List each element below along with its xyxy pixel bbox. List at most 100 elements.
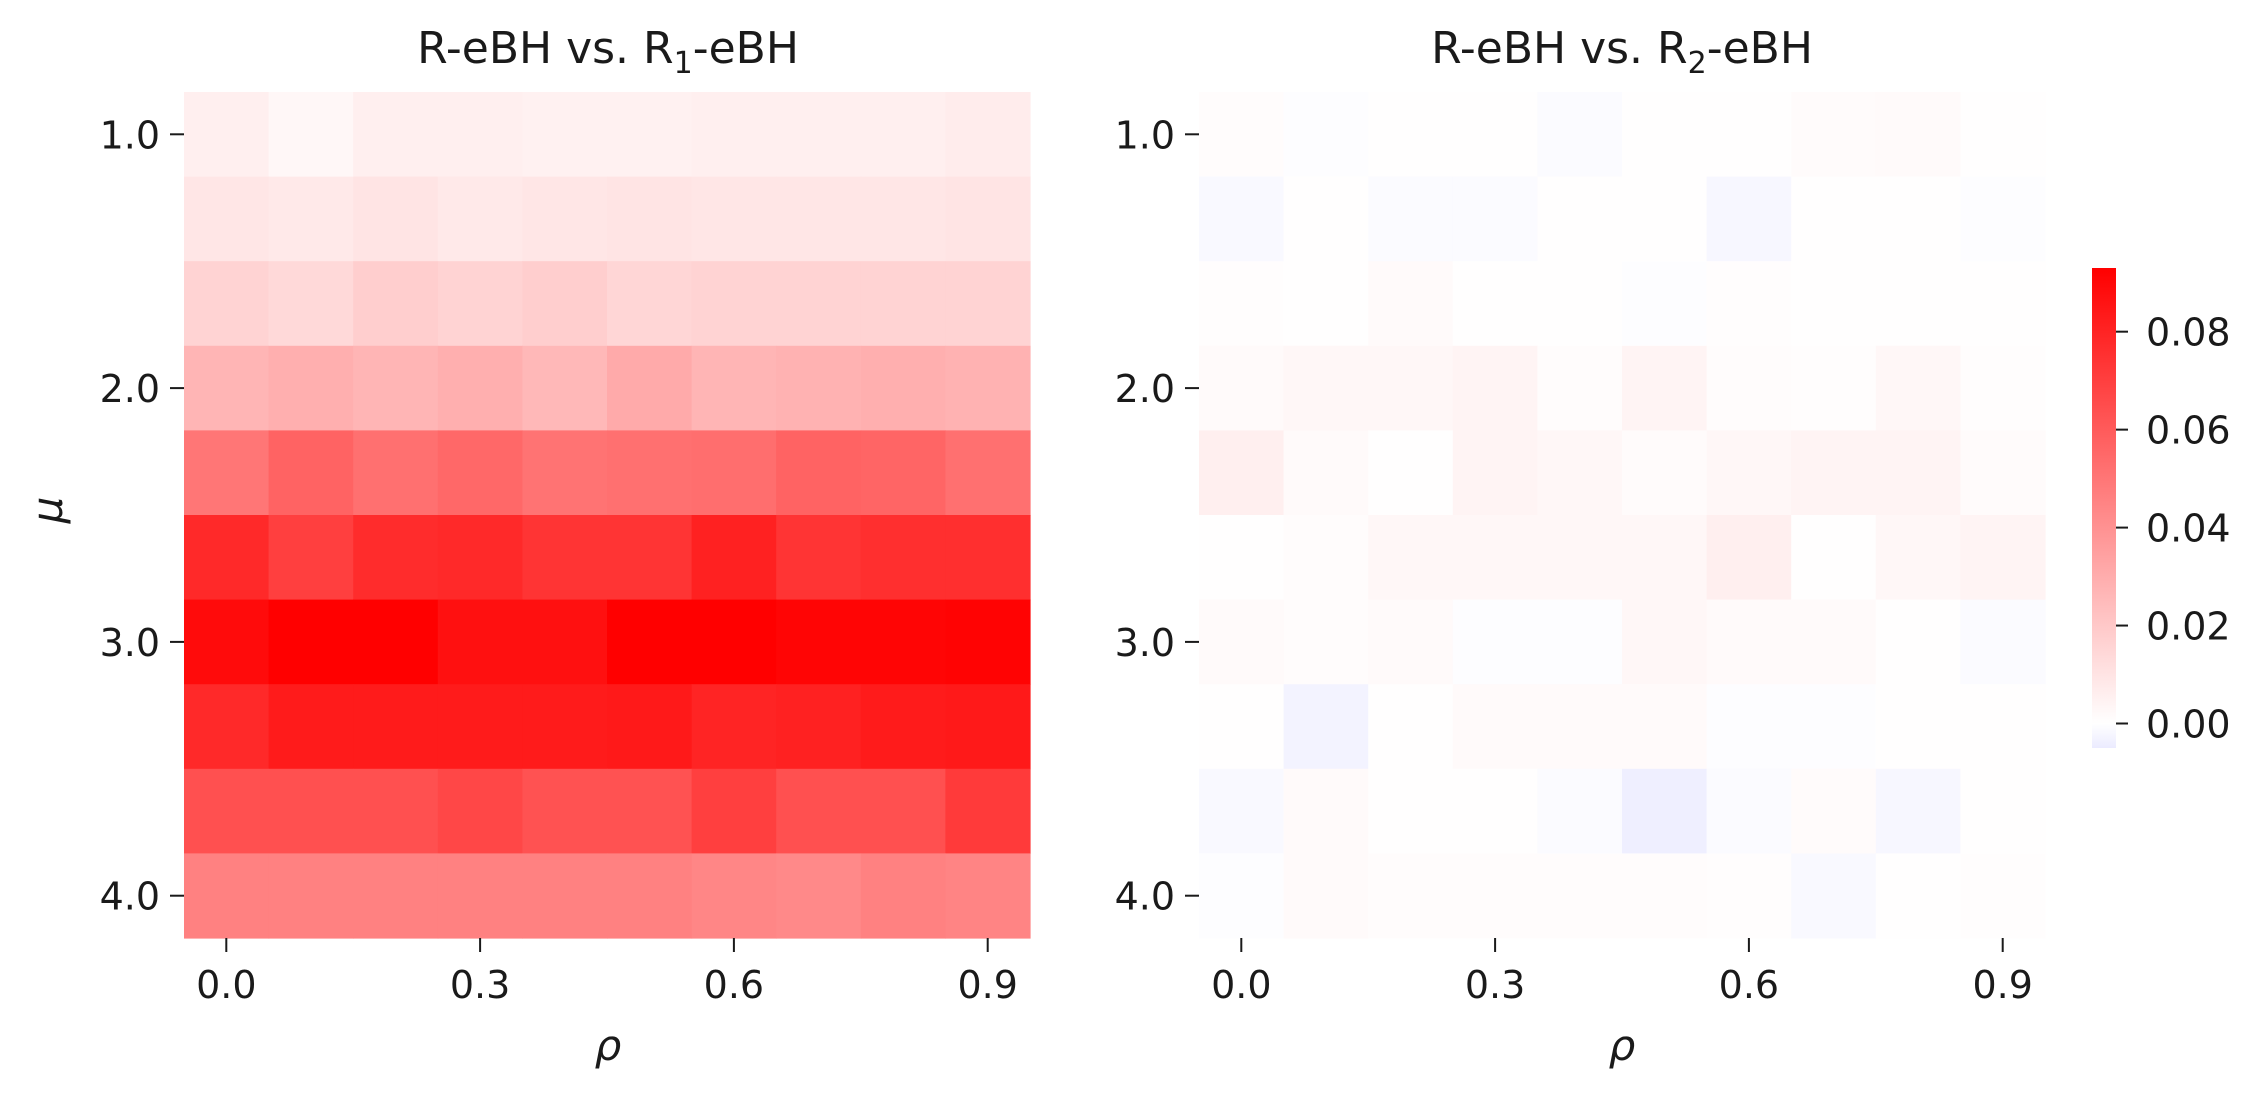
- heatmap-cell-right-r8-c3: [1452, 768, 1538, 854]
- heatmap-cell-right-r2-c8: [1875, 261, 1961, 347]
- heatmap-cell-left-r1-c2: [353, 176, 439, 262]
- heatmap-cell-left-r4-c0: [184, 430, 270, 516]
- chart-title-left: R-eBH vs. R1-eBH: [417, 23, 799, 81]
- heatmap-cell-left-r5-c3: [437, 515, 523, 601]
- heatmap-cell-left-r7-c2: [353, 684, 439, 770]
- heatmap-cell-right-r1-c1: [1283, 176, 1369, 262]
- heatmap-cell-right-r1-c7: [1791, 176, 1877, 262]
- heatmap-cell-right-r2-c4: [1537, 261, 1623, 347]
- heatmap-cell-right-r1-c9: [1960, 176, 2046, 262]
- heatmap-cell-right-r4-c9: [1960, 430, 2046, 516]
- heatmap-cell-right-r0-c0: [1199, 92, 1285, 178]
- heatmap-cell-left-r7-c4: [522, 684, 608, 770]
- heatmap-cell-right-r3-c8: [1875, 345, 1961, 431]
- y-axis-label-left: μ: [23, 497, 72, 525]
- heatmap-cell-left-r3-c2: [353, 345, 439, 431]
- heatmap-cell-right-r0-c5: [1622, 92, 1708, 178]
- heatmap-cell-left-r8-c0: [184, 768, 270, 854]
- heatmap-cell-left-r0-c4: [522, 92, 608, 178]
- heatmap-cell-left-r4-c1: [268, 430, 354, 516]
- heatmap-cell-left-r8-c2: [353, 768, 439, 854]
- heatmap-cell-right-r4-c1: [1283, 430, 1369, 516]
- heatmap-cell-right-r4-c0: [1199, 430, 1285, 516]
- heatmap-cell-left-r2-c3: [437, 261, 523, 347]
- heatmap-cell-left-r6-c2: [353, 599, 439, 685]
- heatmap-cell-left-r0-c7: [776, 92, 862, 178]
- y-tick-label-right: 1.0: [1115, 113, 1175, 157]
- heatmap-cell-left-r8-c1: [268, 768, 354, 854]
- heatmap-cell-right-r0-c9: [1960, 92, 2046, 178]
- y-tick-label-left: 1.0: [100, 113, 160, 157]
- heatmap-cell-left-r5-c0: [184, 515, 270, 601]
- heatmap-cell-left-r0-c1: [268, 92, 354, 178]
- heatmap-cell-right-r5-c6: [1706, 515, 1792, 601]
- y-ticks-left: 1.0 2.0 3.0 4.0: [100, 113, 184, 919]
- heatmap-cell-right-r8-c8: [1875, 768, 1961, 854]
- heatmap-cell-left-r4-c8: [860, 430, 946, 516]
- heatmap-cell-left-r5-c6: [691, 515, 777, 601]
- heatmap-cell-left-r1-c0: [184, 176, 270, 262]
- x-tick-label-right: 0.3: [1465, 963, 1525, 1007]
- heatmap-cell-left-r5-c4: [522, 515, 608, 601]
- heatmap-cell-left-r2-c0: [184, 261, 270, 347]
- heatmap-cell-left-r2-c2: [353, 261, 439, 347]
- heatmap-cell-right-r7-c4: [1537, 684, 1623, 770]
- heatmap-cell-right-r5-c0: [1199, 515, 1285, 601]
- heatmap-cell-left-r1-c4: [522, 176, 608, 262]
- y-tick-label-left: 2.0: [100, 367, 160, 411]
- heatmap-cell-right-r2-c1: [1283, 261, 1369, 347]
- heatmap-cell-left-r4-c6: [691, 430, 777, 516]
- heatmap-panel-left: R-eBH vs. R1-eBH 1.02.03.04.0 0.0 0.3 0.6 0…: [23, 23, 1031, 1070]
- heatmap-cell-right-r2-c2: [1368, 261, 1454, 347]
- heatmap-cell-left-r3-c3: [437, 345, 523, 431]
- heatmap-cell-left-r0-c2: [353, 92, 439, 178]
- heatmap-cell-left-r4-c5: [607, 430, 693, 516]
- heatmap-cell-left-r7-c5: [607, 684, 693, 770]
- heatmap-cell-left-r2-c7: [776, 261, 862, 347]
- heatmap-cell-right-r5-c8: [1875, 515, 1961, 601]
- heatmap-cell-left-r0-c0: [184, 92, 270, 178]
- heatmap-cell-left-r3-c4: [522, 345, 608, 431]
- heatmap-cell-left-r3-c8: [860, 345, 946, 431]
- heatmap-cell-right-r3-c6: [1706, 345, 1792, 431]
- heatmap-cell-right-r8-c5: [1622, 768, 1708, 854]
- heatmap-cell-right-r7-c0: [1199, 684, 1285, 770]
- chart-title-right: R-eBH vs. R2-eBH: [1431, 23, 1813, 81]
- x-ticks-left: 0.0 0.3 0.6 0.9: [196, 938, 1018, 1007]
- x-tick-label-left: 0.0: [196, 963, 256, 1007]
- colorbar-gradient: [2092, 268, 2116, 748]
- heatmap-cell-right-r7-c2: [1368, 684, 1454, 770]
- heatmap-cell-left-r3-c1: [268, 345, 354, 431]
- heatmap-cell-right-r4-c2: [1368, 430, 1454, 516]
- heatmap-cell-right-r3-c0: [1199, 345, 1285, 431]
- heatmap-cell-right-r6-c9: [1960, 599, 2046, 685]
- heatmap-cell-right-r0-c8: [1875, 92, 1961, 178]
- x-tick-label-right: 0.6: [1719, 963, 1779, 1007]
- heatmap-cell-left-r8-c7: [776, 768, 862, 854]
- heatmap-cell-right-r8-c2: [1368, 768, 1454, 854]
- heatmap-cell-right-r1-c8: [1875, 176, 1961, 262]
- heatmap-cell-right-r5-c7: [1791, 515, 1877, 601]
- heatmap-cell-right-r8-c4: [1537, 768, 1623, 854]
- heatmap-cell-left-r5-c7: [776, 515, 862, 601]
- heatmap-cell-right-r0-c6: [1706, 92, 1792, 178]
- heatmap-cell-left-r2-c4: [522, 261, 608, 347]
- heatmap-cell-left-r8-c4: [522, 768, 608, 854]
- heatmap-cell-right-r0-c4: [1537, 92, 1623, 178]
- heatmap-cell-left-r0-c9: [945, 92, 1031, 178]
- heatmap-cell-left-r6-c9: [945, 599, 1031, 685]
- heatmap-cell-left-r9-c0: [184, 853, 270, 939]
- heatmap-cell-right-r1-c5: [1622, 176, 1708, 262]
- heatmap-cell-right-r4-c6: [1706, 430, 1792, 516]
- colorbar-tick-label: 0.06: [2146, 409, 2231, 453]
- heatmap-cell-left-r6-c7: [776, 599, 862, 685]
- heatmap-cell-right-r2-c7: [1791, 261, 1877, 347]
- colorbar-tick-label: 0.04: [2146, 507, 2231, 551]
- y-tick-label-right: 2.0: [1115, 367, 1175, 411]
- y-tick-label-right: 3.0: [1115, 621, 1175, 665]
- heatmap-panel-right: R-eBH vs. R2-eBH 1.02.03.04.0 0.0 0.3 0.6 0…: [1115, 23, 2046, 1070]
- heatmap-cell-right-r6-c2: [1368, 599, 1454, 685]
- heatmap-cell-left-r5-c2: [353, 515, 439, 601]
- heatmap-cell-right-r6-c1: [1283, 599, 1369, 685]
